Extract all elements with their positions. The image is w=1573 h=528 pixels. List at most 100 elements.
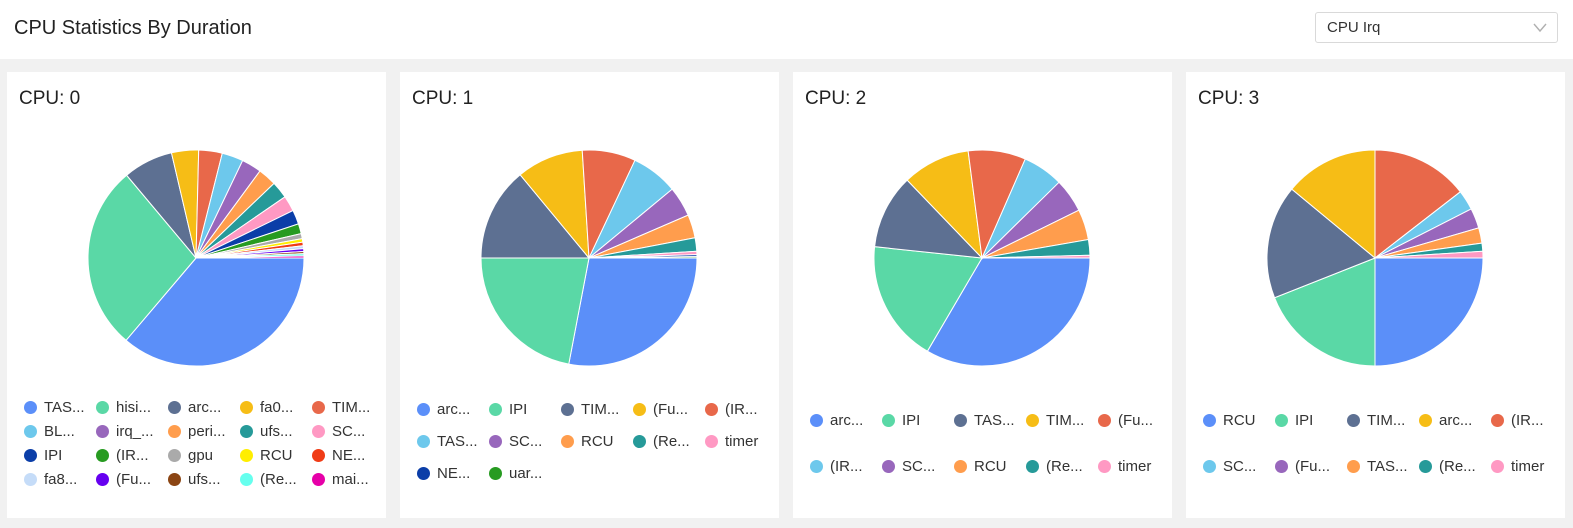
cpu-card: CPU: 1 arc... IPI TIM... (Fu... (IR... TAS... S… [400,72,779,518]
legend-item[interactable]: (IR... [1491,408,1544,432]
pie-slice[interactable] [588,256,698,259]
legend-item[interactable]: (Fu... [96,467,151,491]
legend-color-dot [882,459,895,473]
cpu-card-title: CPU: 2 [805,88,867,109]
legend-item[interactable]: peri... [168,419,226,443]
pie-slice[interactable] [1374,257,1484,367]
legend-item[interactable]: arc... [810,408,863,432]
pie-slice[interactable] [1374,250,1484,259]
pie-slice[interactable] [1291,149,1376,260]
legend-item[interactable]: (Fu... [633,397,688,421]
legend-item[interactable]: IPI [882,408,920,432]
pie-slice[interactable] [1273,257,1376,367]
pie-slice[interactable] [195,255,305,259]
legend-item[interactable]: TIM... [1026,408,1084,432]
legend-item[interactable]: (Fu... [1098,408,1153,432]
legend-item[interactable]: (Re... [1026,454,1083,478]
legend-item[interactable]: mai... [312,467,369,491]
legend-item[interactable]: NE... [312,443,365,467]
legend-item[interactable]: ufs... [168,467,221,491]
legend-label: SC... [332,422,366,440]
legend-item[interactable]: TIM... [312,395,370,419]
legend-item[interactable]: arc... [417,397,470,421]
pie-slice[interactable] [874,179,984,259]
legend-item[interactable]: (Re... [633,429,690,453]
legend-color-dot [1419,413,1432,427]
legend-label: (Fu... [1118,411,1154,429]
pie-slice[interactable] [480,174,591,259]
legend-item[interactable]: BL... [24,419,75,443]
legend-item[interactable]: timer [1491,454,1544,478]
legend-item[interactable]: SC... [882,454,935,478]
legend-item[interactable]: IPI [24,443,62,467]
legend-color-dot [954,413,967,427]
legend-item[interactable]: irq_... [96,419,154,443]
cpu-card-title: CPU: 1 [412,88,474,109]
cpu-card: CPU: 2 arc... IPI TAS... TIM... (Fu... (IR... S… [793,72,1172,518]
cpu-card: CPU: 3 RCU IPI TIM... arc... (IR... SC... (Fu..… [1186,72,1565,518]
legend-item[interactable]: RCU [1203,408,1256,432]
legend-item[interactable]: (IR... [705,397,758,421]
legend-item[interactable]: TAS... [417,429,478,453]
legend-item[interactable]: (IR... [810,454,863,478]
cpu-card-title: CPU: 0 [19,88,81,109]
legend-item[interactable]: SC... [1203,454,1256,478]
pie-slice[interactable] [1266,188,1376,299]
pie-slice[interactable] [480,257,590,365]
legend-item[interactable]: arc... [1419,408,1472,432]
legend-color-dot [489,402,502,416]
legend-label: (Re... [1046,457,1083,475]
legend-color-dot [168,400,181,414]
legend-item[interactable]: (Fu... [1275,454,1330,478]
legend-label: TAS... [437,432,478,450]
pie-slice[interactable] [1374,149,1462,260]
legend-color-dot [1491,413,1504,427]
legend-item[interactable]: (Re... [240,467,297,491]
pie-chart [480,149,698,367]
legend-item[interactable]: SC... [312,419,365,443]
legend-item[interactable]: SC... [489,429,542,453]
legend-item[interactable]: timer [705,429,758,453]
pie-slice[interactable] [873,246,983,352]
legend-item[interactable]: RCU [240,443,293,467]
pie-slice[interactable] [87,174,197,342]
legend-item[interactable]: arc... [168,395,221,419]
legend-item[interactable]: timer [1098,454,1151,478]
legend-item[interactable]: uar... [489,461,542,485]
pie-chart [873,149,1091,367]
legend-item[interactable]: IPI [489,397,527,421]
legend-item[interactable]: hisi... [96,395,151,419]
legend-item[interactable]: (IR... [96,443,149,467]
legend-color-dot [633,402,646,416]
legend-item[interactable]: RCU [954,454,1007,478]
legend-item[interactable]: TAS... [954,408,1015,432]
legend-label: arc... [437,400,471,418]
legend-item[interactable]: ufs... [240,419,293,443]
legend-item[interactable]: TAS... [1347,454,1408,478]
legend-color-dot [1347,459,1360,473]
legend-item[interactable]: TAS... [24,395,85,419]
legend-item[interactable]: TIM... [561,397,619,421]
legend-item[interactable]: IPI [1275,408,1313,432]
pie-slice[interactable] [568,257,698,367]
legend-item[interactable]: fa8... [24,467,77,491]
legend-color-dot [312,400,325,414]
pie-slice[interactable] [981,254,1091,259]
legend-color-dot [633,434,646,448]
legend-color-dot [1419,459,1432,473]
legend-item[interactable]: TIM... [1347,408,1405,432]
legend-item[interactable]: fa0... [240,395,293,419]
legend-item[interactable]: gpu [168,443,213,467]
legend-item[interactable]: NE... [417,461,470,485]
stat-type-select[interactable]: CPU Irq [1315,12,1558,43]
legend-color-dot [1275,459,1288,473]
legend-label: IPI [902,411,921,429]
legend-label: gpu [188,446,214,464]
pie-slice[interactable] [926,257,1091,367]
pie-slice[interactable] [125,257,305,367]
legend-item[interactable]: (Re... [1419,454,1476,478]
legend-item[interactable]: RCU [561,429,614,453]
legend-label: uar... [509,464,543,482]
legend-label: TIM... [1046,411,1085,429]
legend-color-dot [561,434,574,448]
